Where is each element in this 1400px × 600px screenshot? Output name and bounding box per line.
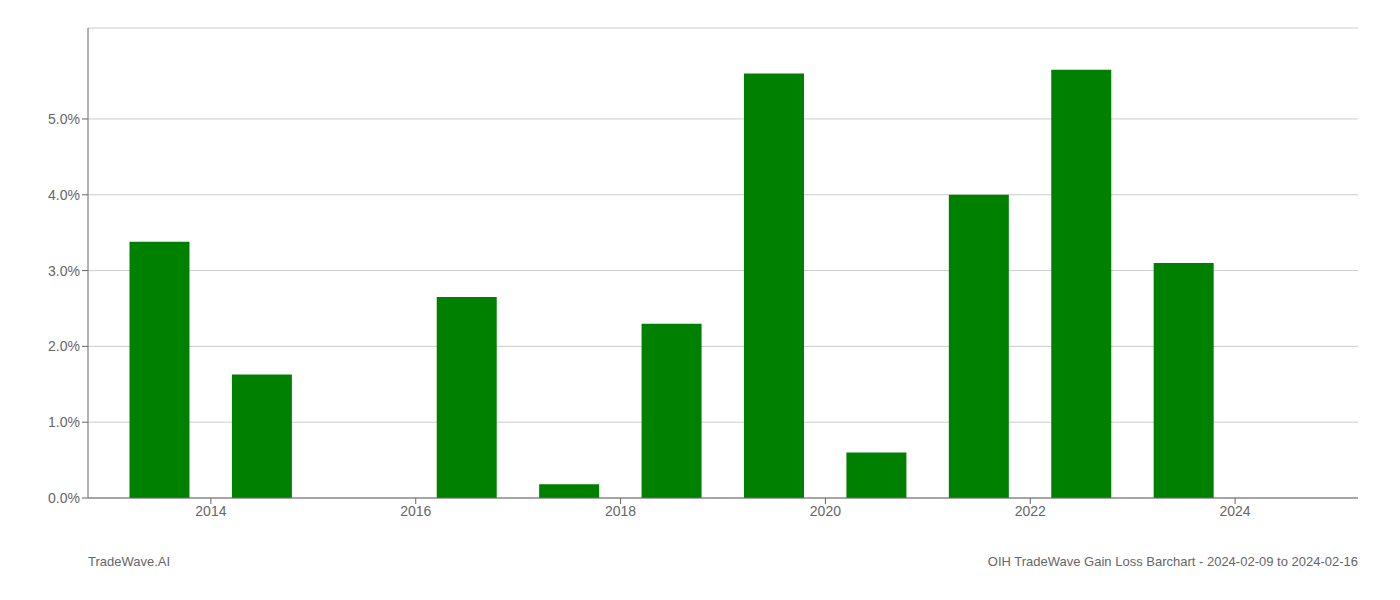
- html-text:OIH TradeWave Gain Loss Barcha: OIH TradeWave Gain Loss Barchart - 2024-…: [987, 554, 1358, 569]
- svg-text:2020: 2020: [810, 503, 841, 519]
- svg-text:2018: 2018: [605, 503, 636, 519]
- svg-text:5.0%: 5.0%: [48, 111, 80, 127]
- svg-text:1.0%: 1.0%: [48, 414, 80, 430]
- svg-text:2.0%: 2.0%: [48, 338, 80, 354]
- svg-text:2016: 2016: [400, 503, 431, 519]
- svg-text:0.0%: 0.0%: [48, 490, 80, 506]
- svg-text:3.0%: 3.0%: [48, 263, 80, 279]
- svg-text:4.0%: 4.0%: [48, 187, 80, 203]
- html-text:TradeWave.AI: TradeWave.AI: [88, 554, 171, 569]
- svg-text:2014: 2014: [195, 503, 226, 519]
- svg-text:2022: 2022: [1015, 503, 1046, 519]
- svg-text:2024: 2024: [1220, 503, 1251, 519]
